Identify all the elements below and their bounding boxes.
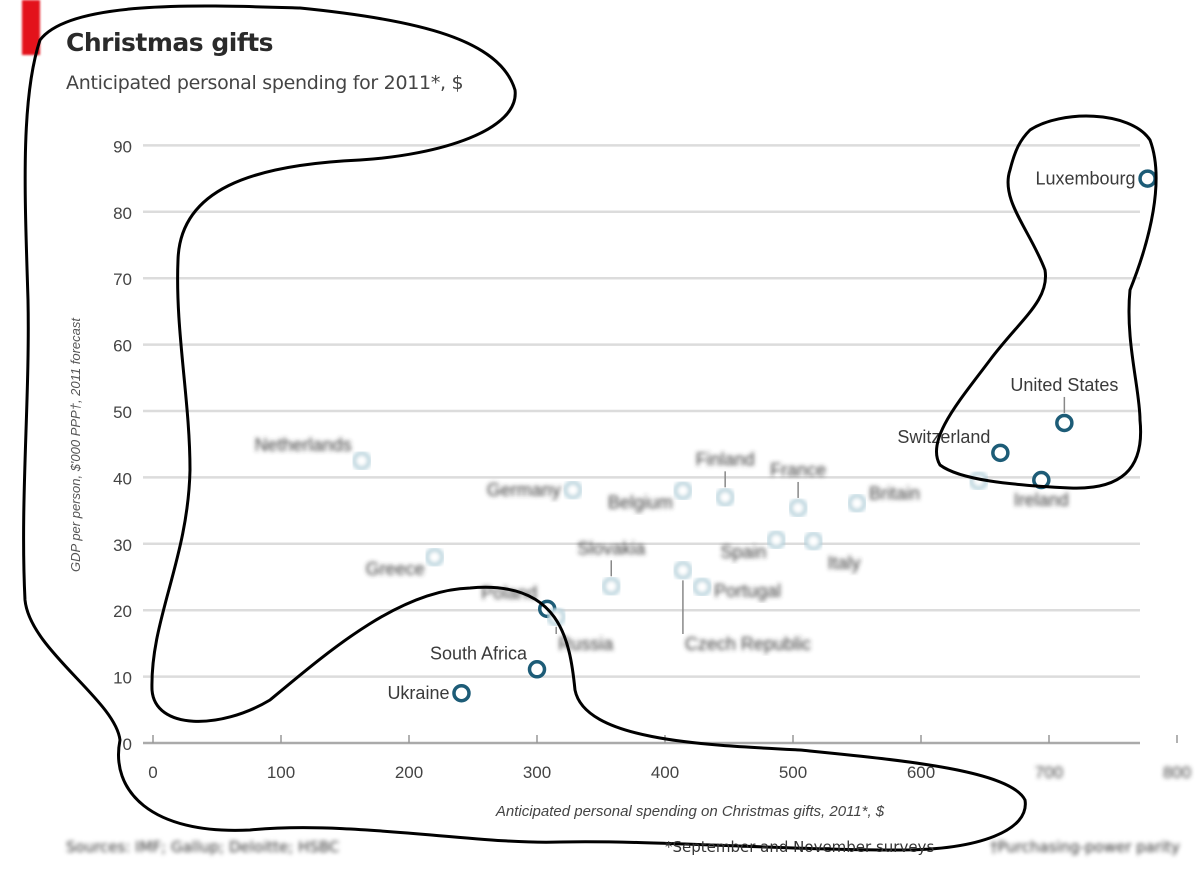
point-label: France	[770, 460, 826, 480]
x-tick-label: 0	[148, 763, 157, 782]
footnote-dagger: †Purchasing-power parity	[990, 838, 1180, 856]
x-tick-label: 800	[1163, 763, 1191, 782]
data-point	[601, 577, 621, 596]
point-label: Netherlands	[255, 435, 352, 455]
x-tick-label: 500	[779, 763, 807, 782]
point-label: Belgium	[608, 493, 673, 513]
point-label: Italy	[827, 553, 860, 573]
point-label: Slovakia	[577, 538, 646, 558]
data-point	[767, 530, 786, 550]
x-axis-title: Anticipated personal spending on Christm…	[495, 803, 885, 820]
y-axis-title: GDP per person, $'000 PPP†, 2011 forecas…	[68, 317, 83, 572]
data-point	[673, 481, 693, 500]
point-label: Finland	[696, 449, 755, 469]
data-point	[788, 498, 808, 518]
point-label: Ukraine	[387, 683, 449, 703]
data-point	[452, 683, 471, 703]
data-point	[692, 577, 712, 597]
data-point	[991, 443, 1010, 463]
data-point	[804, 531, 823, 551]
chart-subtitle: Anticipated personal spending for 2011*,…	[66, 72, 464, 94]
x-tick-label: 400	[651, 763, 679, 782]
point-label: Ireland	[1014, 490, 1069, 510]
data-point	[1055, 413, 1074, 433]
x-tick-label: 100	[267, 763, 295, 782]
point-label: Portugal	[714, 581, 781, 601]
data-point	[425, 547, 444, 567]
x-tick-label: 700	[1035, 763, 1063, 782]
x-tick-label: 600	[907, 763, 935, 782]
data-point	[715, 488, 735, 507]
y-tick-label: 50	[113, 403, 132, 422]
point-label: United States	[1010, 375, 1118, 395]
brand-tag	[22, 0, 40, 55]
y-tick-label: 60	[113, 337, 132, 356]
y-tick-label: 90	[113, 137, 132, 156]
y-tick-label: 10	[113, 669, 132, 688]
point-label: Germany	[487, 480, 561, 500]
point-label: Greece	[366, 559, 425, 579]
point-label: Czech Republic	[685, 634, 811, 654]
point-label: Britain	[869, 483, 920, 503]
data-point	[1138, 169, 1157, 188]
annotation-outline	[934, 114, 1158, 490]
point-label: Russia	[558, 634, 614, 654]
chart-title: Christmas gifts	[66, 28, 274, 57]
point-label: Switzerland	[897, 427, 990, 447]
y-tick-label: 70	[113, 270, 132, 289]
y-tick-label: 80	[113, 204, 132, 223]
y-tick-label: 40	[113, 469, 132, 488]
data-point	[563, 480, 583, 500]
y-tick-label: 20	[113, 602, 132, 621]
data-point	[352, 451, 371, 471]
data-point	[527, 660, 547, 679]
point-label: Spain	[720, 542, 766, 562]
point-label: South Africa	[430, 643, 528, 663]
y-tick-label: 0	[123, 735, 132, 754]
x-tick-label: 200	[395, 763, 423, 782]
annotation-outline	[22, 4, 1027, 852]
data-point	[673, 561, 693, 580]
footnote-star: *September and November surveys	[665, 838, 935, 856]
footnote-source: Sources: IMF; Gallup; Deloitte; HSBC	[66, 838, 340, 856]
x-tick-label: 300	[523, 763, 551, 782]
data-point	[847, 494, 867, 513]
y-tick-label: 30	[113, 536, 132, 555]
point-label: Luxembourg	[1035, 169, 1135, 189]
